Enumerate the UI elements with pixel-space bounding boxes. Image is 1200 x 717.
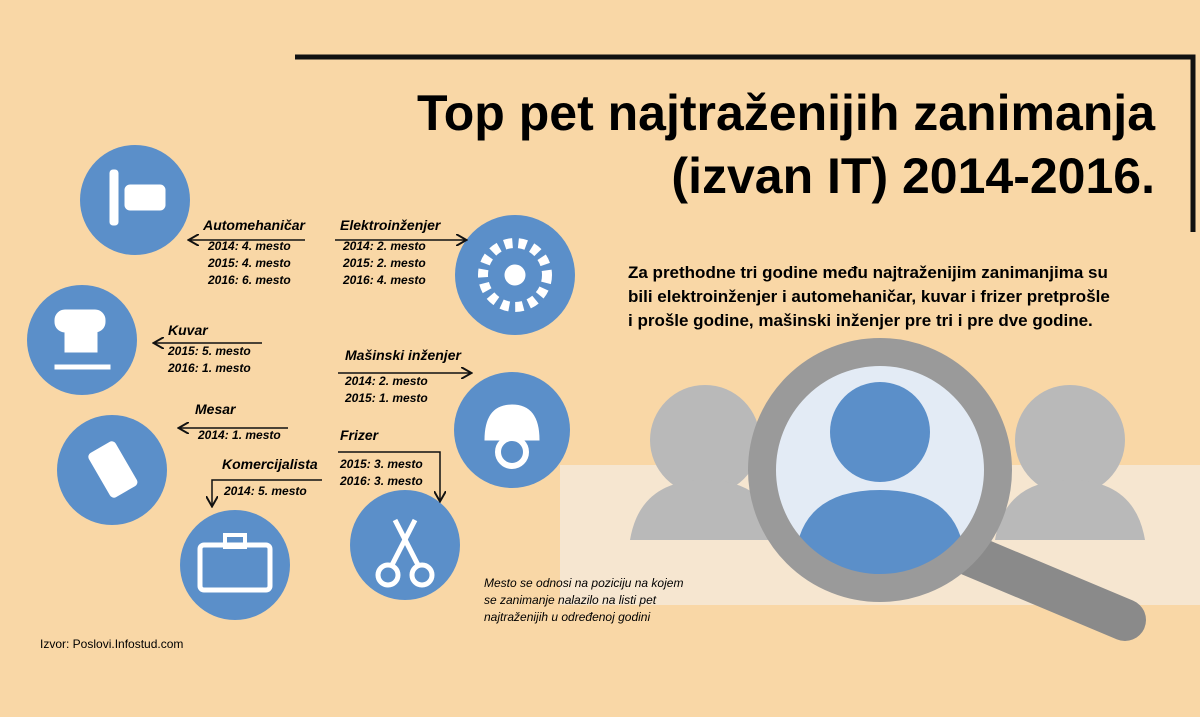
profession-entry: 2014: 4. mesto [207,239,291,253]
profession-entry: 2015: 5. mesto [167,344,251,358]
profession-entry: 2015: 4. mesto [207,256,291,270]
profession-entry: 2014: 2. mesto [344,374,428,388]
description-line: i prošle godine, mašinski inženjer pre t… [628,311,1093,330]
profession-entry: 2015: 3. mesto [339,457,423,471]
description-line: bili elektroinženjer i automehaničar, ku… [628,287,1110,306]
profession-entry: 2016: 6. mesto [207,273,291,287]
note-line: se zanimanje nalazilo na listi pet [484,593,657,607]
profession-entry: 2015: 2. mesto [342,256,426,270]
silhouettes [630,385,1145,540]
profession-entry: 2014: 2. mesto [342,239,426,253]
description-line: Za prethodne tri godine među najtraženij… [628,263,1108,282]
profession-name: Automehaničar [202,217,306,233]
frame-line [295,54,1196,232]
note-line: najtraženijih u određenoj godini [484,610,650,624]
profession-name: Frizer [340,427,380,443]
title-line: Top pet najtraženijih zanimanja [417,85,1156,141]
profession-entry: 2016: 1. mesto [167,361,251,375]
profession-name: Elektroinženjer [340,217,442,233]
arrow [338,451,440,500]
title-line: (izvan IT) 2014-2016. [671,148,1155,204]
arrow [212,479,322,505]
note-line: Mesto se odnosi na poziciju na kojem [484,576,683,590]
profession-entry: 2014: 1. mesto [197,428,281,442]
profession-entry: 2016: 4. mesto [342,273,426,287]
profession-name: Mašinski inženjer [345,347,462,363]
magnifier [748,338,1146,641]
icons [54,169,552,593]
source: Izvor: Poslovi.Infostud.com [40,637,183,651]
profession-entry: 2015: 1. mesto [344,391,428,405]
profession-name: Kuvar [168,322,209,338]
profession-name: Komercijalista [222,456,318,472]
profession-entry: 2014: 5. mesto [223,484,307,498]
profession-entry: 2016: 3. mesto [339,474,423,488]
profession-name: Mesar [195,401,237,417]
